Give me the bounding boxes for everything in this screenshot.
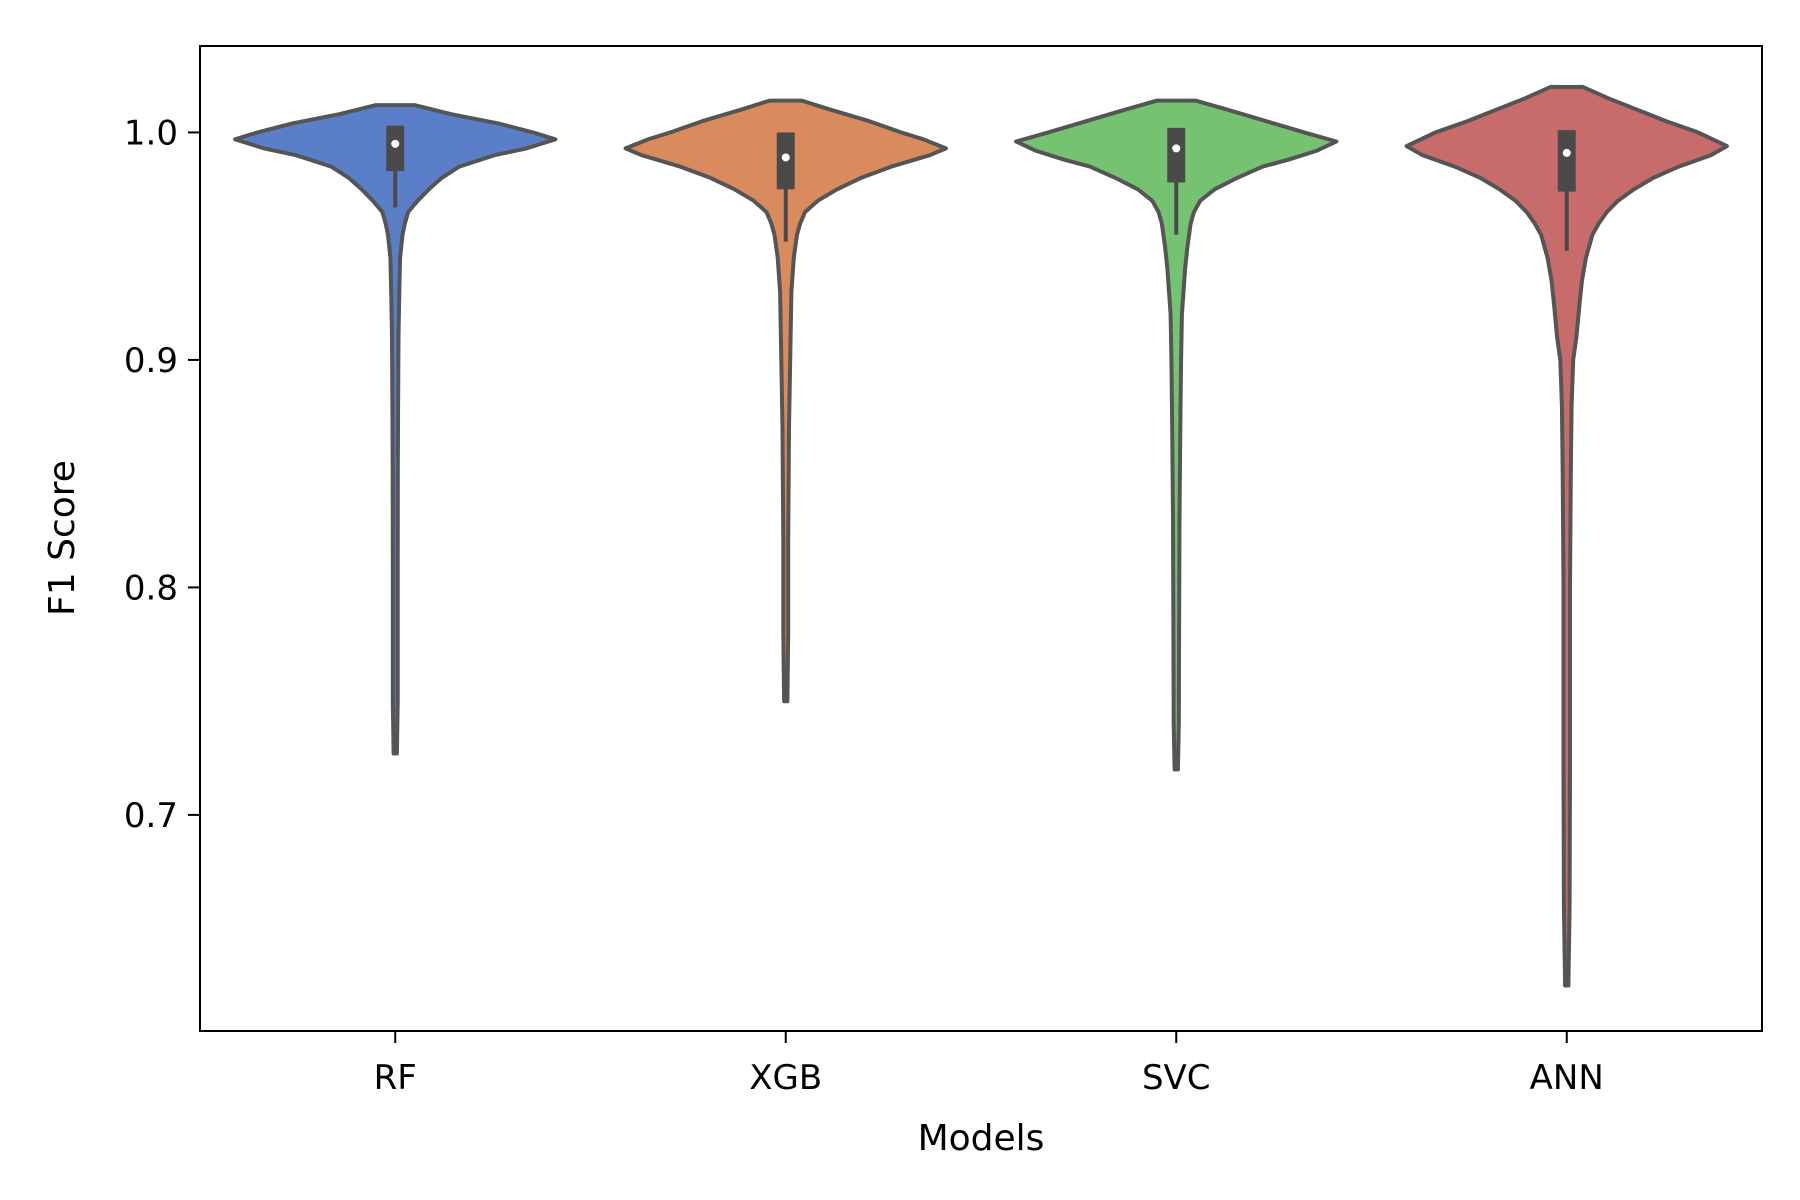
plot-frame xyxy=(199,45,1763,1032)
y-axis-label: F1 Score xyxy=(42,460,83,616)
y-tick-label: 1.0 xyxy=(124,113,178,153)
violin-xgb xyxy=(623,98,948,704)
x-tick-label-xgb: XGB xyxy=(749,1058,822,1098)
violin-ann xyxy=(1404,84,1729,988)
median-dot-xgb xyxy=(781,153,790,162)
violin-svc xyxy=(1014,98,1339,772)
violins-layer xyxy=(233,84,1729,988)
y-tick-label: 0.8 xyxy=(124,568,178,608)
y-tick-label: 0.9 xyxy=(124,341,178,381)
x-tick-label-rf: RF xyxy=(374,1058,417,1098)
iqr-box-rf xyxy=(386,125,405,172)
x-tick-label-svc: SVC xyxy=(1142,1058,1211,1098)
iqr-box-svc xyxy=(1167,127,1186,183)
x-tick-label-ann: ANN xyxy=(1530,1058,1604,1098)
x-axis-label: Models xyxy=(918,1118,1045,1159)
median-dot-svc xyxy=(1172,144,1181,153)
median-dot-rf xyxy=(391,139,400,148)
violin-rf xyxy=(233,103,558,756)
median-dot-ann xyxy=(1562,148,1571,157)
y-tick-label: 0.7 xyxy=(124,796,178,836)
x-axis-ticks: RF XGB SVC ANN xyxy=(374,1031,1604,1098)
iqr-box-ann xyxy=(1557,130,1576,192)
y-axis-ticks: 0.7 0.8 0.9 1.0 xyxy=(124,113,200,836)
